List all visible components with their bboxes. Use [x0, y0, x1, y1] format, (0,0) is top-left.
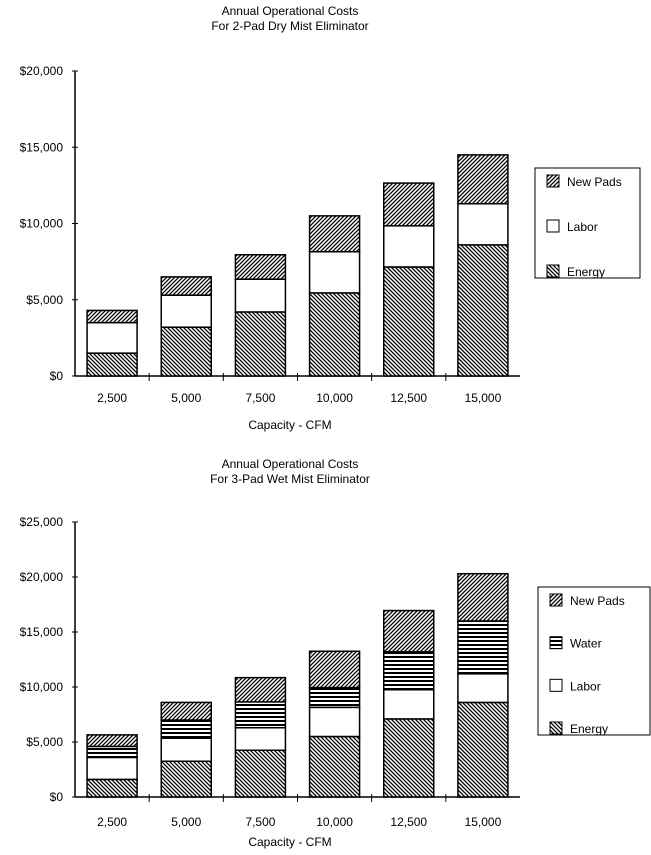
bar-new-pads	[383, 609, 435, 653]
legend-swatch	[549, 593, 563, 607]
x-tick-label: 15,000	[465, 815, 502, 829]
legend-label: Labor	[570, 679, 601, 693]
bar-new-pads	[86, 309, 138, 324]
x-axis-label: Capacity - CFM	[248, 418, 331, 432]
y-tick-label: $10,000	[20, 680, 64, 694]
y-tick-label: $20,000	[20, 64, 64, 78]
bar-labor	[457, 202, 509, 246]
y-tick-label: $0	[50, 790, 64, 804]
bar-water	[308, 686, 361, 709]
x-tick-label: 2,500	[97, 391, 127, 405]
legend-label: New Pads	[570, 594, 625, 608]
bar-water	[383, 651, 435, 691]
bar-new-pads	[160, 276, 212, 296]
x-tick-label: 12,500	[390, 815, 427, 829]
bar-labor	[234, 278, 287, 313]
bar-energy	[383, 266, 435, 377]
bar-new-pads	[234, 676, 287, 703]
legend-label: Energy	[570, 722, 608, 736]
legend-label: Water	[570, 637, 602, 651]
y-tick-label: $0	[50, 369, 64, 383]
x-tick-label: 15,000	[465, 391, 502, 405]
chart-title: Annual Operational Costs	[222, 4, 359, 18]
bar-water	[160, 719, 212, 739]
legend-label: Labor	[567, 220, 598, 234]
x-tick-label: 2,500	[97, 815, 127, 829]
x-tick-label: 12,500	[390, 391, 427, 405]
bar-energy	[234, 311, 287, 377]
legend-swatch	[546, 174, 560, 188]
x-tick-label: 10,000	[316, 391, 353, 405]
bar-new-pads	[383, 182, 435, 227]
bar-energy	[160, 760, 212, 798]
bar-new-pads	[234, 254, 287, 280]
y-tick-label: $15,000	[20, 140, 64, 154]
x-tick-label: 7,500	[245, 391, 275, 405]
bar-energy	[86, 778, 138, 798]
bar-labor	[457, 673, 509, 704]
bar-energy	[160, 326, 212, 377]
legend-swatch	[549, 636, 563, 650]
bar-energy	[308, 292, 361, 377]
y-tick-label: $5,000	[26, 293, 63, 307]
bar-new-pads	[457, 572, 509, 622]
chart-title: Annual Operational Costs	[222, 457, 359, 471]
bar-new-pads	[86, 734, 138, 748]
legend-label: Energy	[567, 265, 605, 279]
bar-labor	[234, 726, 287, 752]
legend-swatch	[546, 264, 560, 278]
bar-energy	[234, 749, 287, 798]
bar-new-pads	[160, 701, 212, 721]
y-tick-label: $10,000	[20, 217, 64, 231]
chart-subtitle: For 2-Pad Dry Mist Eliminator	[211, 19, 368, 33]
bar-labor	[308, 706, 361, 738]
legend-swatch	[546, 219, 560, 233]
bar-labor	[160, 294, 212, 328]
bar-energy	[308, 735, 361, 798]
bar-energy	[383, 718, 435, 798]
bar-water	[234, 701, 287, 729]
y-tick-label: $15,000	[20, 625, 64, 639]
x-tick-label: 10,000	[316, 815, 353, 829]
bar-water	[457, 620, 509, 675]
bar-labor	[160, 737, 212, 763]
legend	[537, 586, 651, 736]
bar-water	[86, 745, 138, 759]
legend-swatch	[549, 721, 563, 735]
bar-new-pads	[457, 154, 509, 205]
x-axis-label: Capacity - CFM	[248, 835, 331, 849]
legend-swatch	[549, 678, 563, 692]
y-tick-label: $5,000	[26, 735, 63, 749]
bar-labor	[383, 225, 435, 268]
y-tick-label: $20,000	[20, 570, 64, 584]
bar-energy	[457, 701, 509, 798]
x-tick-label: 5,000	[171, 391, 201, 405]
bar-labor	[308, 250, 361, 294]
bar-new-pads	[308, 650, 361, 689]
x-tick-label: 5,000	[171, 815, 201, 829]
bar-new-pads	[308, 215, 361, 253]
bar-energy	[457, 244, 509, 377]
y-tick-label: $25,000	[20, 515, 64, 529]
x-tick-label: 7,500	[245, 815, 275, 829]
bar-energy	[86, 352, 138, 377]
bar-labor	[86, 756, 138, 781]
legend-label: New Pads	[567, 175, 622, 189]
bar-labor	[86, 321, 138, 354]
chart-subtitle: For 3-Pad Wet Mist Eliminator	[210, 472, 370, 486]
bar-labor	[383, 689, 435, 720]
